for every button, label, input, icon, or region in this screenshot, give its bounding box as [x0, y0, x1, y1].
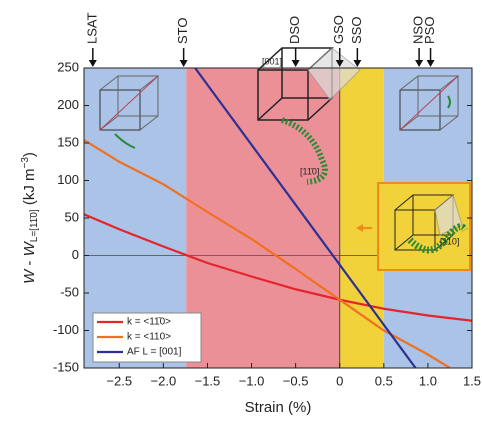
x-tick-label: −2.0 [151, 373, 177, 388]
x-tick-label: 1.5 [463, 373, 481, 388]
legend-label: k = <110> [127, 332, 171, 343]
arrow-head [335, 60, 344, 67]
arrow-head [88, 60, 97, 67]
arrow-head [426, 60, 435, 67]
series-line [84, 139, 451, 368]
arrow-head [353, 60, 362, 67]
y-axis-label: W - WL=[11̄0] (kJ m−3) [20, 152, 40, 284]
region [339, 68, 384, 368]
x-tick-label: 1.0 [419, 373, 437, 388]
x-tick-label: −1.0 [239, 373, 265, 388]
y-tick-label: 200 [57, 97, 79, 112]
y-tick-label: 250 [57, 59, 79, 74]
x-tick-label: −1.5 [195, 373, 221, 388]
arrow-head [291, 60, 300, 67]
y-label-part: W [21, 268, 38, 284]
substrate-label: GSO [331, 15, 346, 44]
annotation: [001] [262, 56, 282, 66]
y-tick-label: 50 [65, 209, 79, 224]
substrate-label: SSO [349, 17, 364, 44]
substrate-label: STO [175, 18, 190, 45]
y-tick-label: 0 [72, 247, 79, 262]
y-label-part: - [21, 256, 38, 269]
y-label-part: L=[11̄0] [29, 209, 40, 242]
y-label-part: (kJ m [21, 168, 38, 209]
y-tick-label: -150 [53, 359, 79, 374]
substrate-label: NSO [411, 16, 426, 44]
y-tick-label: 150 [57, 134, 79, 149]
annotation: [110] [440, 236, 459, 246]
legend-label: AF L = [001] [127, 347, 182, 358]
y-label-part: −3 [20, 157, 31, 169]
substrate-label: LSAT [84, 12, 99, 44]
y-tick-label: 100 [57, 172, 79, 187]
substrate-label: PSO [422, 17, 437, 44]
annotation: [11̄0] [300, 166, 319, 176]
series-line [84, 213, 472, 322]
series-line [194, 68, 417, 368]
insets: [001] [11̄0] [110] [99, 47, 471, 271]
legend: k = <11̄0> k = <110> AF L = [001] [92, 312, 202, 363]
x-tick-label: 0 [336, 373, 343, 388]
y-tick-label: -100 [53, 322, 79, 337]
region [186, 68, 340, 368]
y-label-part: W [21, 240, 38, 256]
x-tick-label: −0.5 [283, 373, 309, 388]
y-tick-label: -50 [60, 284, 79, 299]
x-tick-label: 0.5 [375, 373, 393, 388]
arrow-head [415, 60, 424, 67]
x-axis-label: Strain (%) [245, 399, 312, 416]
legend-label: k = <11̄0> [127, 317, 171, 328]
y-label-part: ) [21, 152, 38, 157]
arrow-head [179, 60, 188, 67]
substrate-label: DSO [287, 16, 302, 44]
x-tick-label: −2.5 [106, 373, 132, 388]
cube [99, 89, 141, 131]
